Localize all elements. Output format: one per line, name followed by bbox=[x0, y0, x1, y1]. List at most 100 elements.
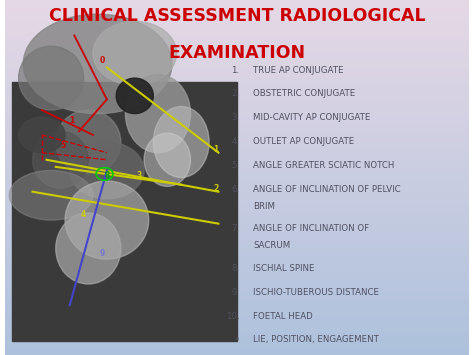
Bar bbox=[5, 208, 469, 209]
Bar bbox=[5, 254, 469, 256]
Text: 1: 1 bbox=[69, 116, 74, 125]
Bar bbox=[5, 350, 469, 351]
Bar bbox=[5, 110, 469, 112]
Bar bbox=[5, 259, 469, 261]
Bar bbox=[5, 96, 469, 98]
Bar bbox=[5, 341, 469, 343]
Ellipse shape bbox=[9, 170, 93, 220]
Bar bbox=[5, 302, 469, 304]
Bar bbox=[5, 115, 469, 117]
Text: 10.: 10. bbox=[226, 312, 239, 321]
Bar bbox=[5, 270, 469, 272]
Text: ANGLE OF INCLINATION OF PELVIC: ANGLE OF INCLINATION OF PELVIC bbox=[253, 185, 401, 193]
Ellipse shape bbox=[93, 21, 177, 85]
Bar bbox=[5, 172, 469, 174]
Bar bbox=[5, 67, 469, 69]
Bar bbox=[5, 106, 469, 108]
Bar bbox=[5, 138, 469, 140]
Bar bbox=[5, 57, 469, 59]
Bar bbox=[5, 7, 469, 9]
Bar bbox=[5, 20, 469, 21]
Ellipse shape bbox=[33, 131, 88, 188]
Bar bbox=[5, 220, 469, 222]
Bar bbox=[11, 82, 237, 341]
Bar bbox=[5, 41, 469, 43]
Bar bbox=[5, 0, 469, 2]
Text: 4: 4 bbox=[81, 210, 86, 219]
Bar bbox=[5, 153, 469, 154]
Text: ISCHIAL SPINE: ISCHIAL SPINE bbox=[253, 264, 315, 273]
Bar bbox=[5, 28, 469, 30]
Bar bbox=[5, 114, 469, 115]
Text: 6.: 6. bbox=[231, 185, 239, 193]
Bar bbox=[5, 337, 469, 339]
Bar bbox=[5, 190, 469, 192]
Bar bbox=[5, 85, 469, 87]
Bar bbox=[5, 149, 469, 151]
Bar bbox=[5, 169, 469, 170]
Bar bbox=[5, 248, 469, 250]
Bar bbox=[5, 178, 469, 179]
Bar bbox=[5, 25, 469, 27]
Bar bbox=[5, 351, 469, 353]
Bar bbox=[5, 236, 469, 238]
Bar bbox=[5, 140, 469, 142]
Bar bbox=[5, 99, 469, 101]
Bar bbox=[5, 151, 469, 153]
Bar bbox=[5, 300, 469, 302]
Bar bbox=[5, 185, 469, 186]
Bar bbox=[5, 44, 469, 46]
Ellipse shape bbox=[18, 117, 65, 153]
Bar bbox=[5, 348, 469, 350]
Text: OBSTETRIC CONJUGATE: OBSTETRIC CONJUGATE bbox=[253, 89, 356, 98]
Bar bbox=[5, 170, 469, 172]
Text: 7.: 7. bbox=[231, 224, 239, 233]
Bar bbox=[5, 296, 469, 298]
Bar bbox=[5, 204, 469, 206]
Bar bbox=[5, 195, 469, 197]
Bar bbox=[5, 66, 469, 67]
Bar bbox=[5, 135, 469, 137]
Text: BRIM: BRIM bbox=[253, 202, 275, 211]
Bar bbox=[5, 108, 469, 110]
Bar bbox=[5, 2, 469, 4]
Bar bbox=[5, 211, 469, 213]
Bar bbox=[5, 4, 469, 5]
Bar bbox=[5, 55, 469, 57]
Text: 4.: 4. bbox=[231, 137, 239, 146]
Bar bbox=[5, 334, 469, 335]
Bar bbox=[5, 268, 469, 270]
Bar bbox=[5, 60, 469, 62]
Bar bbox=[5, 39, 469, 41]
Text: 3.: 3. bbox=[231, 113, 239, 122]
Bar bbox=[5, 167, 469, 169]
Bar bbox=[5, 304, 469, 305]
Text: CLINICAL ASSESSMENT RADIOLOGICAL: CLINICAL ASSESSMENT RADIOLOGICAL bbox=[49, 7, 425, 25]
Bar bbox=[5, 250, 469, 252]
Bar bbox=[5, 288, 469, 289]
Bar bbox=[5, 121, 469, 122]
Ellipse shape bbox=[56, 110, 121, 174]
Bar bbox=[5, 147, 469, 149]
Bar bbox=[5, 176, 469, 178]
Text: 9.: 9. bbox=[231, 288, 239, 297]
Text: 2: 2 bbox=[213, 184, 219, 193]
Bar bbox=[5, 261, 469, 263]
Text: OUTLET AP CONJUGATE: OUTLET AP CONJUGATE bbox=[253, 137, 355, 146]
Bar bbox=[5, 16, 469, 18]
Ellipse shape bbox=[70, 142, 144, 199]
Bar bbox=[5, 320, 469, 321]
Bar bbox=[5, 181, 469, 183]
Bar bbox=[5, 23, 469, 25]
Bar bbox=[5, 80, 469, 82]
Bar bbox=[5, 282, 469, 284]
Bar bbox=[5, 275, 469, 277]
Bar bbox=[5, 183, 469, 185]
Bar bbox=[5, 307, 469, 309]
Bar bbox=[5, 314, 469, 316]
Bar bbox=[5, 197, 469, 199]
Bar bbox=[5, 263, 469, 264]
Bar bbox=[5, 160, 469, 162]
Bar bbox=[5, 5, 469, 7]
Bar bbox=[5, 36, 469, 37]
